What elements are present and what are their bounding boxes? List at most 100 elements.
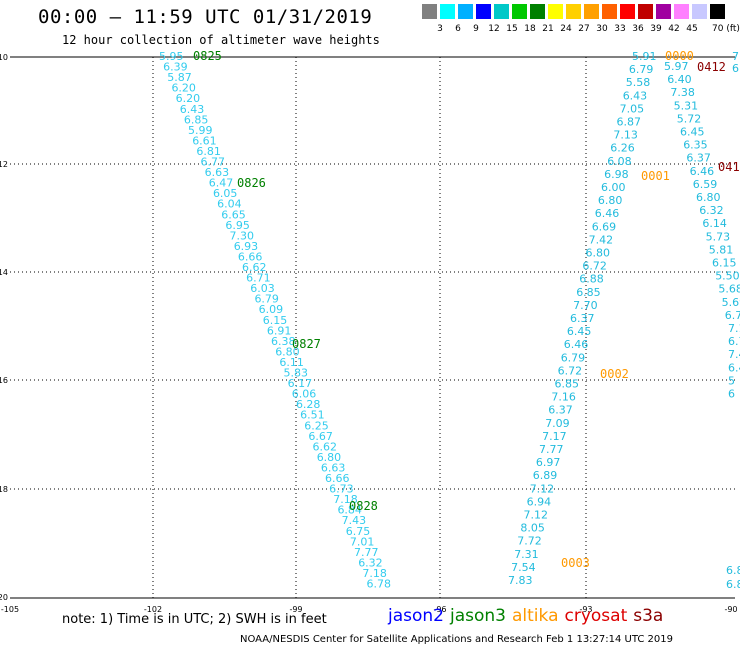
scale-label: 36 [632, 24, 644, 34]
track-a-time-label: 0828 [349, 499, 378, 513]
track-c-value: 5.81 [709, 243, 734, 256]
track-a-value: 6.91 [267, 324, 292, 337]
track-c-value: 6.4 [728, 361, 740, 374]
track-b-value: 6.85 [576, 286, 601, 299]
track-a-value: 6.61 [192, 134, 217, 147]
track-a-value: 7.01 [350, 535, 375, 548]
track-a-value: 5.83 [284, 367, 309, 380]
scale-label: 33 [614, 24, 626, 34]
scale-swatch [512, 4, 527, 19]
track-b-value: 6.94 [527, 495, 552, 508]
scale-swatch [656, 4, 671, 19]
track-b-value: 6.79 [561, 351, 586, 364]
track-c-value: 6.45 [680, 126, 705, 139]
track-c-value: 6.40 [667, 73, 692, 86]
track-c-value: 7.4 [728, 348, 740, 361]
track-a-value: 6.32 [358, 556, 383, 569]
lon-tick-label: -99 [289, 605, 302, 614]
track-a-value: 6.81 [196, 145, 221, 158]
track-a-value: 5.99 [188, 124, 213, 137]
track-c-value: 6.46 [690, 165, 715, 178]
track-b-value: 7.77 [539, 443, 564, 456]
track-a-value: 6.84 [337, 504, 362, 517]
track-b-value: 7.72 [517, 535, 542, 548]
scale-swatch [548, 4, 563, 19]
track-b-value: 6.46 [564, 338, 589, 351]
track-a-time-label: 0827 [292, 337, 321, 351]
track-c-value: 6.35 [683, 139, 708, 152]
track-b-value: 6.87 [617, 116, 642, 129]
legend-s3a: s3a [633, 606, 664, 626]
track-a-value: 6.09 [259, 303, 284, 316]
scale-swatch [602, 4, 617, 19]
scale-label: 18 [524, 24, 536, 34]
track-c-value: 7.38 [670, 86, 695, 99]
scale-swatch [620, 4, 635, 19]
scale-label: 70 (ft) [712, 24, 740, 34]
track-a-value: 6.47 [209, 177, 234, 190]
scale-swatch [692, 4, 707, 19]
lon-tick-label: -105 [1, 605, 19, 614]
legend-jason3: jason3 [450, 606, 506, 626]
track-b-value: 7.12 [530, 482, 555, 495]
track-a-value: 6.38 [271, 335, 296, 348]
track-a-value: 6.17 [288, 377, 313, 390]
track-b-value: 6.80 [598, 194, 623, 207]
scale-label: 6 [455, 24, 461, 34]
legend-cryosat: cryosat [564, 606, 628, 626]
track-b-value: 6.72 [582, 260, 607, 273]
track-b-time-label: 0000 [665, 49, 694, 63]
scale-label: 12 [488, 24, 500, 34]
scale-swatch [584, 4, 599, 19]
track-c-value: 5.72 [677, 112, 702, 125]
track-a-value: 6.75 [346, 525, 371, 538]
track-b-value: 6.89 [533, 469, 558, 482]
scale-label: 24 [560, 24, 572, 34]
track-c-value: 7.18 [728, 322, 740, 335]
map-title: 00:00 – 11:59 UTC 01/31/2019 [38, 6, 373, 28]
lat-tick-label: -20 [0, 593, 8, 602]
satellite-legend: jason2 jason3 altika cryosat s3a [388, 606, 669, 626]
track-a-time-label: 0826 [237, 176, 266, 190]
units-note: note: 1) Time is in UTC; 2) SWH is in fe… [62, 612, 327, 627]
track-a-value: 7.18 [362, 567, 387, 580]
track-c-value: 6.59 [693, 178, 718, 191]
track-b-value: 6.00 [601, 181, 626, 194]
track-a-value: 6.66 [325, 472, 350, 485]
track-b-value: 6.98 [604, 168, 629, 181]
track-b-value: 7.83 [508, 574, 533, 587]
track-b-value: 6.72 [558, 364, 583, 377]
track-b-value: 6.88 [579, 273, 604, 286]
track-c-value: 5 [728, 374, 735, 387]
lat-tick-label: -10 [0, 53, 8, 62]
track-a-value: 6.62 [313, 440, 338, 453]
scale-label: 45 [686, 24, 698, 34]
track-b-value: 7.13 [613, 129, 638, 142]
track-b-value: 7.12 [524, 509, 549, 522]
track-b-value: 7.17 [542, 430, 567, 443]
track-a-time-label: 0825 [193, 49, 222, 63]
lon-tick-label: -93 [579, 605, 592, 614]
track-b-value: 7.05 [620, 102, 645, 115]
scale-swatch [440, 4, 455, 19]
scale-swatch [710, 4, 725, 19]
lat-tick-label: -18 [0, 485, 8, 494]
track-a-value: 6.93 [234, 240, 259, 253]
track-b-value: 6.45 [567, 325, 592, 338]
track-b-value: 6.69 [592, 220, 617, 233]
legend-jason2: jason2 [388, 606, 444, 626]
track-b-value: 7.54 [511, 561, 535, 574]
track-a-value: 6.63 [205, 166, 230, 179]
scale-label: 42 [668, 24, 680, 34]
track-a-value: 6.05 [213, 187, 238, 200]
scale-label: 21 [542, 24, 554, 34]
track-c-value: 6.71 [725, 309, 740, 322]
track-c-value: 5.50 [715, 270, 740, 283]
lat-tick-label: -14 [0, 268, 8, 277]
scale-label: 39 [650, 24, 662, 34]
track-b-value: 5.91 [632, 50, 657, 63]
track-c-value: 5.69 [722, 296, 740, 309]
lon-tick-label: -90 [724, 605, 737, 614]
map-subtitle: 12 hour collection of altimeter wave hei… [62, 33, 380, 47]
track-a-value: 6.04 [217, 198, 242, 211]
